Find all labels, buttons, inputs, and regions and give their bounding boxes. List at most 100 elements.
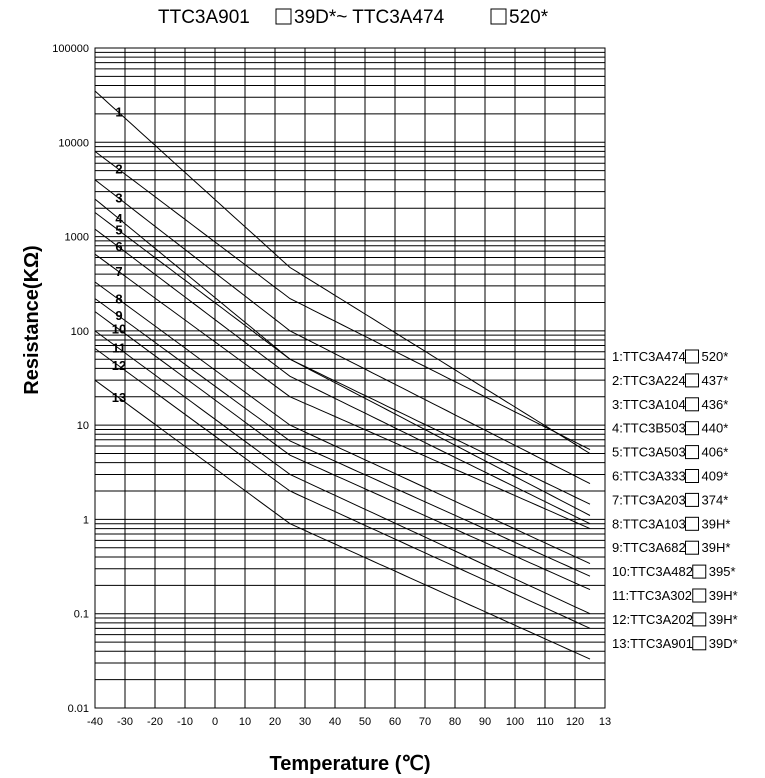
legend-label-suffix: 520* (702, 349, 729, 364)
y-tick-label: 0.1 (74, 609, 89, 621)
series-line-2 (94, 151, 591, 451)
series-number-4: 4 (115, 211, 123, 226)
x-tick-label: 50 (359, 716, 371, 728)
legend-label-prefix: 13:TTC3A901 (612, 636, 693, 651)
legend-entry-6: 6:TTC3A333 409* (612, 469, 728, 484)
chart-title: TTC3A901 39D*~ TTC3A474 520* (158, 7, 549, 28)
series-line-13 (94, 379, 591, 660)
plot-frame (94, 47, 606, 709)
x-tick-label: 110 (536, 716, 554, 728)
x-tick-label: 20 (269, 716, 281, 728)
title-part-2: 39D*~ TTC3A474 (294, 7, 445, 28)
legend-box-icon (692, 612, 707, 627)
title-box-2 (490, 8, 507, 25)
legend-entry-3: 3:TTC3A104 436* (612, 397, 728, 412)
x-tick-label: 80 (449, 716, 461, 728)
legend-label-suffix: 409* (702, 469, 729, 484)
x-tick-label: 10 (239, 716, 251, 728)
legend-entry-8: 8:TTC3A103 39H* (612, 516, 730, 531)
legend-label-suffix: 39H* (702, 516, 731, 531)
x-tick-label: 120 (566, 716, 584, 728)
legend-label-suffix: 406* (702, 445, 729, 460)
legend-label-prefix: 12:TTC3A202 (612, 612, 693, 627)
legend-label-suffix: 436* (702, 397, 729, 412)
legend-box-icon (685, 349, 699, 364)
legend-box-icon (692, 636, 707, 651)
y-tick-label: 0.01 (68, 703, 89, 715)
grid-lines (94, 48, 606, 709)
legend-box-icon (685, 421, 699, 436)
legend-label-suffix: 437* (702, 373, 729, 388)
legend-label-prefix: 6:TTC3A333 (612, 469, 686, 484)
series-number-12: 12 (112, 358, 126, 373)
x-axis-label: Temperature (℃) (269, 753, 430, 775)
y-tick-label: 100000 (52, 43, 89, 55)
x-tick-labels: -40 -30 -20 -10 0 10 20 30 40 50 60 70 80 90 100 110 120… (87, 716, 611, 728)
y-tick-label: 100 (71, 326, 89, 338)
legend-label-prefix: 1:TTC3A474 (612, 349, 686, 364)
x-tick-label: 13 (599, 716, 611, 728)
legend-box-icon (685, 397, 699, 412)
legend-label-suffix: 39H* (709, 612, 738, 627)
title-part-1: TTC3A901 (158, 7, 250, 28)
x-tick-label: 100 (506, 716, 524, 728)
legend-box-icon (692, 588, 707, 603)
series-number-3: 3 (115, 190, 122, 205)
legend-label-suffix: 39H* (709, 588, 738, 603)
y-tick-label: 1000 (65, 232, 89, 244)
x-tick-label: 30 (299, 716, 311, 728)
legend-label-prefix: 8:TTC3A103 (612, 516, 686, 531)
legend-label-suffix: 374* (702, 492, 729, 507)
legend-entry-13: 13:TTC3A901 39D* (612, 636, 738, 651)
legend-entry-9: 9:TTC3A682 39H* (612, 540, 730, 555)
series-line-6 (94, 228, 591, 525)
series-curves (94, 90, 591, 660)
y-tick-label: 10000 (58, 137, 89, 149)
legend-label-suffix: 440* (702, 421, 729, 436)
title-box-1 (275, 8, 292, 25)
series-number-8: 8 (115, 292, 122, 307)
y-tick-label: 10 (77, 420, 89, 432)
series-line-5 (94, 212, 591, 516)
series-line-12 (94, 348, 591, 629)
series-line-4 (94, 198, 591, 505)
y-tick-label: 1 (83, 514, 89, 526)
series-line-10 (94, 311, 591, 591)
x-tick-label: -30 (117, 716, 133, 728)
series-number-6: 6 (115, 239, 122, 254)
x-tick-label: 70 (419, 716, 431, 728)
legend-box-icon (685, 492, 699, 507)
legend-label-prefix: 5:TTC3A503 (612, 445, 686, 460)
x-tick-label: 0 (212, 716, 218, 728)
y-tick-labels: 0.01 0.1 1 10 100 1000 10000 100000 (52, 43, 89, 715)
series-line-9 (94, 298, 591, 577)
y-axis-label: Resistance(KΩ) (21, 245, 43, 394)
legend-label-prefix: 7:TTC3A203 (612, 492, 686, 507)
legend-entry-7: 7:TTC3A203 374* (612, 492, 728, 507)
legend-box-icon (685, 469, 699, 483)
series-number-2: 2 (115, 162, 122, 177)
legend-label-prefix: 4:TTC3B503 (612, 421, 686, 436)
x-tick-label: -10 (177, 716, 193, 728)
x-tick-label: 40 (329, 716, 341, 728)
legend: 1:TTC3A474 520* 2:TTC3A224 437* 3:TTC3A104 43… (612, 349, 738, 651)
legend-box-icon (685, 373, 699, 388)
legend-box-icon (685, 445, 699, 460)
legend-entry-2: 2:TTC3A224 437* (612, 373, 728, 388)
series-number-11: 11 (112, 341, 126, 356)
legend-entry-5: 5:TTC3A503 406* (612, 445, 728, 460)
legend-label-prefix: 10:TTC3A482 (612, 564, 693, 579)
legend-entry-12: 12:TTC3A202 39H* (612, 612, 738, 627)
legend-label-prefix: 2:TTC3A224 (612, 373, 686, 388)
series-line-1 (94, 90, 591, 454)
legend-label-suffix: 39D* (709, 636, 738, 651)
x-tick-label: -40 (87, 716, 103, 728)
legend-entry-11: 11:TTC3A302 39H* (612, 588, 738, 603)
legend-label-prefix: 9:TTC3A682 (612, 540, 686, 555)
legend-label-prefix: 11:TTC3A302 (612, 588, 692, 603)
series-line-8 (94, 281, 591, 565)
series-number-9: 9 (115, 308, 122, 323)
series-number-1: 1 (115, 105, 122, 120)
